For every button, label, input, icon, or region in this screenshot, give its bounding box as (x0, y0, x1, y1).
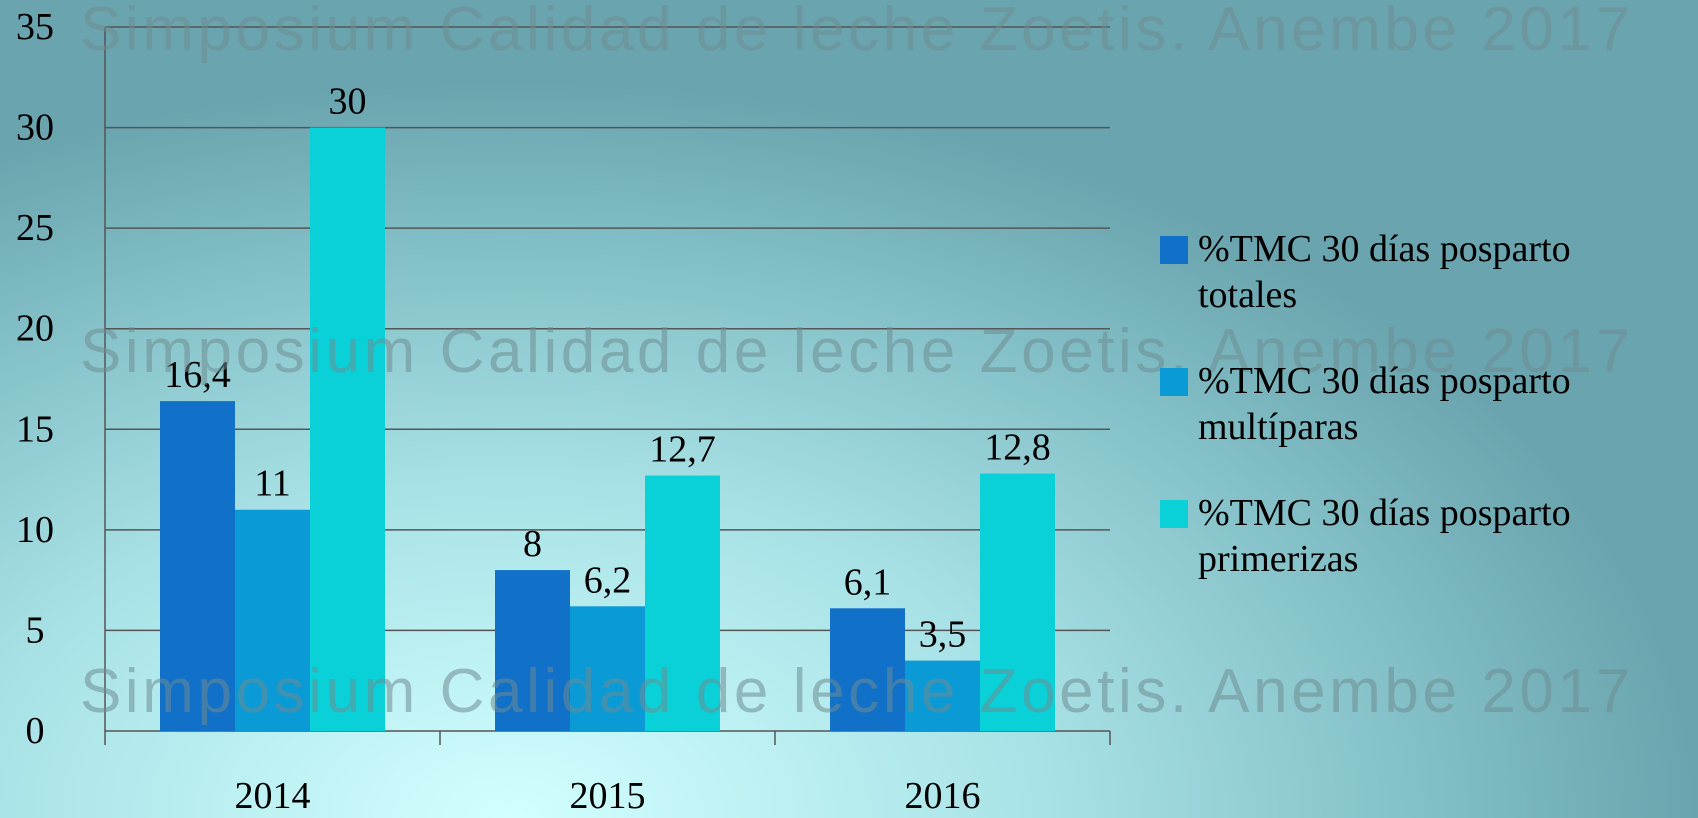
y-tick-label: 20 (16, 308, 54, 350)
legend-swatch (1160, 236, 1188, 264)
data-label: 11 (254, 463, 291, 505)
data-label: 12,7 (649, 429, 716, 471)
bar (905, 660, 980, 731)
data-label: 6,1 (844, 561, 892, 603)
x-tick-label: 2014 (235, 775, 311, 817)
data-label: 6,2 (584, 559, 632, 601)
bar (495, 570, 570, 731)
bar (235, 509, 310, 731)
y-tick-label: 15 (16, 408, 54, 450)
watermark: Simposium Calidad de leche Zoetis. Anemb… (80, 0, 1630, 64)
data-label: 12,8 (984, 427, 1051, 469)
bar (980, 473, 1055, 731)
y-tick-label: 0 (26, 710, 45, 752)
watermark: Simposium Calidad de leche Zoetis. Anemb… (80, 657, 1630, 726)
bar (645, 475, 720, 731)
y-tick-label: 25 (16, 207, 54, 249)
data-label: 16,4 (164, 354, 231, 396)
legend-item: %TMC 30 días posparto multíparas (1160, 358, 1638, 450)
legend-swatch (1160, 368, 1188, 396)
y-tick-label: 10 (16, 509, 54, 551)
data-label: 8 (523, 523, 542, 565)
bar (160, 401, 235, 731)
legend: %TMC 30 días posparto totales %TMC 30 día… (1160, 226, 1690, 622)
bar (310, 127, 385, 732)
legend-item: %TMC 30 días posparto totales (1160, 226, 1638, 318)
legend-label: %TMC 30 días posparto primerizas (1198, 492, 1571, 580)
y-tick-label: 30 (16, 107, 54, 149)
legend-label: %TMC 30 días posparto totales (1198, 228, 1571, 316)
legend-label: %TMC 30 días posparto multíparas (1198, 360, 1571, 448)
x-tick-label: 2016 (905, 775, 981, 817)
data-label: 30 (329, 81, 367, 123)
y-tick-label: 35 (16, 6, 54, 48)
bar (570, 606, 645, 731)
watermark: Simposium Calidad de leche Zoetis. Anemb… (80, 317, 1630, 386)
x-tick-label: 2015 (570, 775, 646, 817)
bar (830, 608, 905, 731)
legend-swatch (1160, 500, 1188, 528)
legend-item: %TMC 30 días posparto primerizas (1160, 490, 1638, 582)
data-label: 3,5 (919, 614, 967, 656)
y-tick-label: 5 (26, 609, 45, 651)
